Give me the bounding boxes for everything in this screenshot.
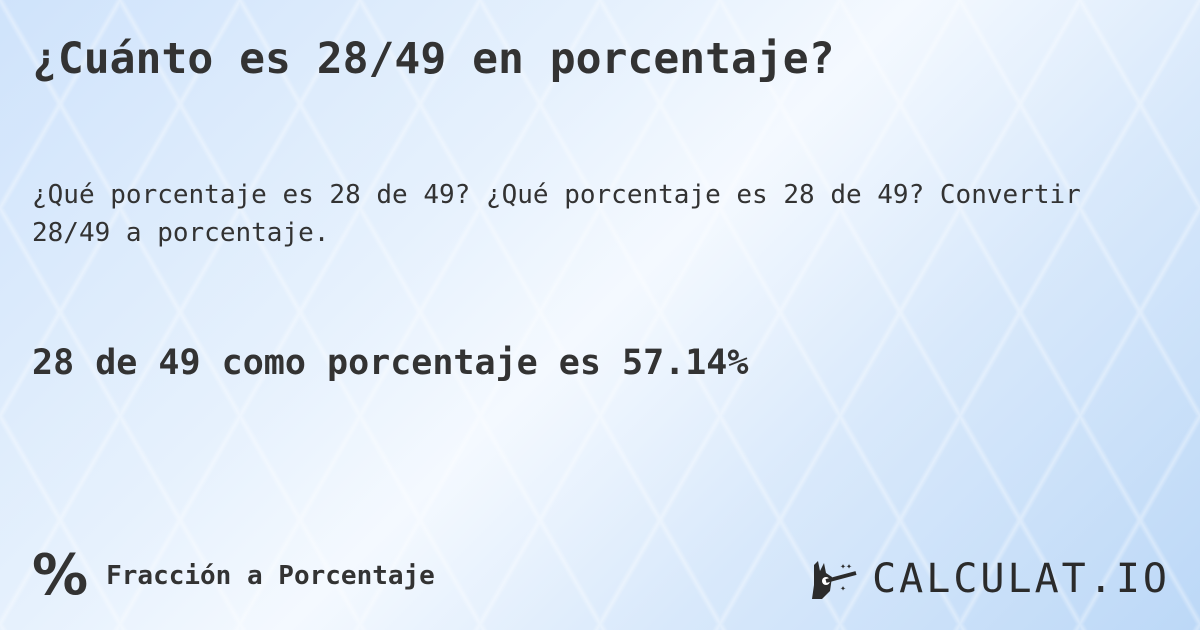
logo-text: CALCULAT.IO bbox=[872, 556, 1170, 602]
svg-text:✦✦: ✦✦ bbox=[840, 561, 852, 572]
percent-icon: % bbox=[32, 543, 89, 608]
svg-text:✦: ✦ bbox=[840, 583, 846, 594]
category-label: Fracción a Porcentaje bbox=[106, 561, 435, 591]
answer-text: 28 de 49 como porcentaje es 57.14% bbox=[32, 343, 749, 383]
page-title: ¿Cuánto es 28/49 en porcentaje? bbox=[32, 34, 835, 84]
magic-hand-wand-icon: ✦✦ ✦ bbox=[812, 561, 857, 599]
page-subtitle: ¿Qué porcentaje es 28 de 49? ¿Qué porcen… bbox=[32, 180, 1081, 248]
calculat-io-logo[interactable]: ✦✦ ✦ CALCULAT.IO bbox=[810, 556, 1170, 602]
category-link[interactable]: % Fracción a Porcentaje bbox=[32, 548, 435, 604]
